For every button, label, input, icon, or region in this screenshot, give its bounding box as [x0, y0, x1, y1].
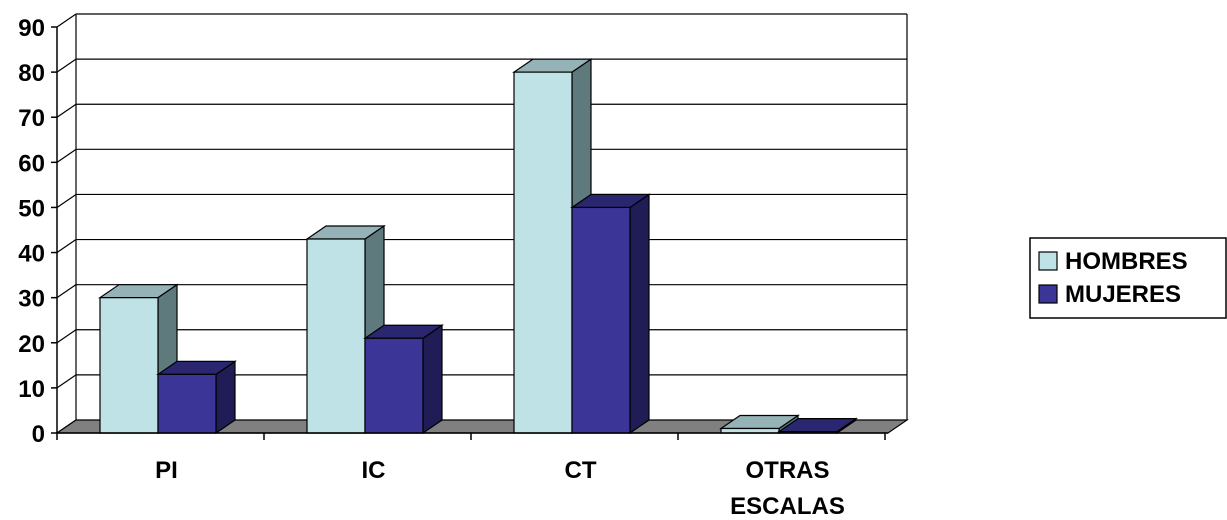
bar-hombres-1: [305, 224, 386, 435]
bar-front: [571, 206, 631, 434]
x-category-label: IC: [362, 457, 386, 484]
legend-label: MUJERES: [1065, 281, 1181, 308]
bar-front: [513, 71, 573, 434]
y-tick-label: 80: [18, 60, 45, 87]
x-category-labels: PI IC CT OTRAS ESCALAS: [155, 457, 845, 520]
y-tick-label: 60: [18, 150, 45, 177]
y-tick-label: 30: [18, 286, 45, 313]
bar-front: [306, 238, 366, 434]
bar-mujeres-1: [363, 324, 444, 435]
wall-tick-diagonal: [56, 148, 77, 163]
bars: [98, 57, 858, 435]
legend-label: HOMBRES: [1065, 248, 1188, 275]
wall-tick-diagonal: [56, 193, 77, 208]
x-category-label: OTRAS: [746, 457, 830, 484]
y-tick-label: 10: [18, 376, 45, 403]
axes: [51, 26, 888, 440]
y-tick-label: 90: [18, 15, 45, 42]
y-tick-label: 70: [18, 105, 45, 132]
wall-tick-diagonal: [56, 329, 77, 344]
x-category-label: ESCALAS: [730, 493, 845, 520]
y-tick-label: 0: [32, 421, 45, 448]
bar-front: [157, 373, 217, 434]
wall-tick-diagonal: [56, 58, 77, 73]
legend-box: [1029, 237, 1227, 319]
bar-front: [99, 297, 159, 434]
wall-tick-diagonal: [56, 103, 77, 118]
wall-tick-diagonal: [56, 284, 77, 299]
x-category-label: PI: [155, 457, 178, 484]
x-category-label: CT: [565, 457, 597, 484]
y-tick-label: 50: [18, 195, 45, 222]
bar-front: [364, 337, 424, 434]
bar-side: [422, 324, 443, 435]
legend-swatch: [1038, 284, 1058, 304]
bar-side: [629, 193, 650, 435]
wall-tick-diagonal: [56, 13, 77, 28]
legend-swatch: [1038, 251, 1058, 271]
y-tick-label: 40: [18, 241, 45, 268]
legend: HOMBRES MUJERES: [1029, 237, 1227, 319]
y-tick-labels: 0 10 20 30 40 50 60 70 80 90: [18, 15, 45, 448]
wall-tick-diagonal: [56, 239, 77, 254]
gridlines: [56, 13, 908, 434]
wall-tick-diagonal: [56, 374, 77, 389]
bar-mujeres-2: [570, 193, 651, 435]
y-tick-label: 20: [18, 331, 45, 358]
bar-mujeres-0: [156, 360, 237, 435]
